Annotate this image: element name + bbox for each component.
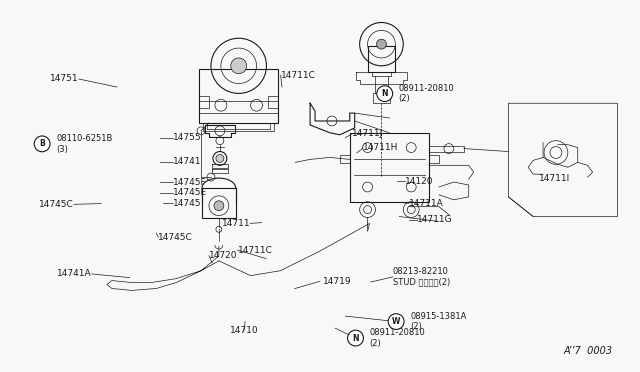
Bar: [367, 46, 396, 72]
Text: 08213-82210
STUD スタッド(2): 08213-82210 STUD スタッド(2): [393, 267, 450, 286]
Circle shape: [377, 86, 393, 102]
Bar: [199, 96, 209, 108]
Text: 14710: 14710: [230, 326, 258, 335]
Circle shape: [214, 201, 224, 211]
Circle shape: [34, 136, 50, 152]
Text: 14711H: 14711H: [363, 143, 399, 153]
Text: A’’7  0003: A’’7 0003: [563, 346, 612, 356]
Circle shape: [348, 330, 364, 346]
Text: 14719: 14719: [323, 277, 352, 286]
Text: 14755: 14755: [173, 133, 202, 142]
Text: 14711C: 14711C: [237, 246, 273, 254]
Text: 14120: 14120: [405, 177, 433, 186]
Circle shape: [376, 39, 387, 49]
Text: 08110-6251B
(3): 08110-6251B (3): [56, 134, 113, 154]
Text: 14751: 14751: [51, 74, 79, 83]
Text: 14711: 14711: [221, 219, 250, 228]
Text: 08911-20810
(2): 08911-20810 (2): [369, 328, 425, 348]
Circle shape: [231, 58, 246, 74]
Text: 08911-20810
(2): 08911-20810 (2): [399, 84, 454, 103]
Text: 14745: 14745: [173, 199, 202, 208]
Bar: [202, 188, 236, 218]
Bar: [372, 72, 392, 76]
Text: 14745C: 14745C: [158, 233, 193, 242]
Text: 14741: 14741: [173, 157, 202, 166]
Bar: [372, 93, 390, 103]
Text: 14711J: 14711J: [352, 129, 383, 138]
Text: 14711A: 14711A: [409, 199, 444, 208]
Text: 14720: 14720: [209, 251, 237, 260]
Text: 14745E: 14745E: [173, 189, 207, 198]
Bar: [349, 133, 429, 202]
Circle shape: [388, 314, 404, 330]
Bar: [199, 69, 278, 123]
Text: B: B: [39, 140, 45, 148]
Text: N: N: [352, 334, 359, 343]
Text: 14711G: 14711G: [417, 215, 452, 224]
Text: W: W: [392, 317, 401, 326]
Text: 14711C: 14711C: [281, 71, 316, 80]
Circle shape: [216, 154, 224, 162]
Text: 14745C: 14745C: [39, 200, 74, 209]
Text: 14745F: 14745F: [173, 178, 207, 187]
Text: 14741A: 14741A: [57, 269, 92, 279]
Text: 08915-1381A
(2): 08915-1381A (2): [410, 312, 467, 331]
Text: 14711l: 14711l: [539, 174, 570, 183]
Bar: [268, 96, 278, 108]
Text: N: N: [381, 89, 388, 98]
